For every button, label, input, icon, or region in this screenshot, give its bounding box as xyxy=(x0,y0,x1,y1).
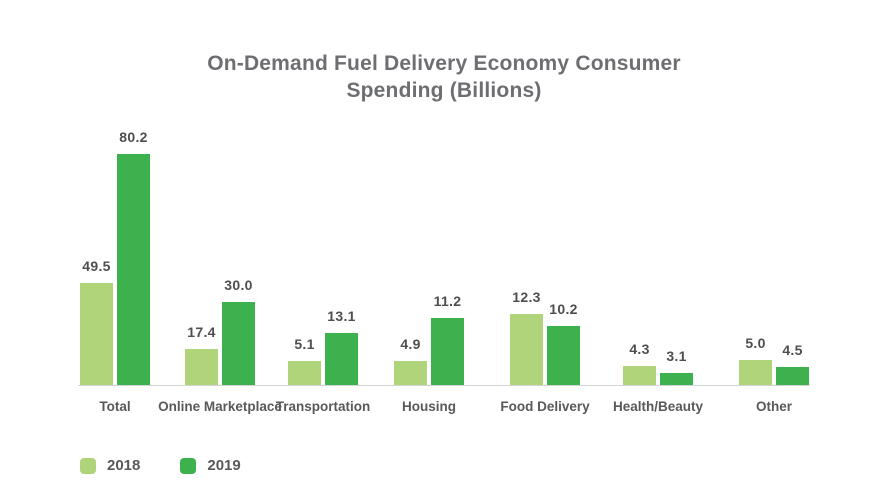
legend-label-2018: 2018 xyxy=(107,457,141,474)
chart-legend: 2018 2019 xyxy=(80,457,241,474)
value-label-2019-online-marketplace: 30.0 xyxy=(224,277,253,293)
category-label-health-beauty: Health/Beauty xyxy=(612,399,704,414)
value-label-2019-other: 4.5 xyxy=(782,342,803,358)
value-label-2018-total: 49.5 xyxy=(82,258,111,274)
bar-2019-health-beauty xyxy=(660,373,693,385)
chart-title-line2: Spending (Billions) xyxy=(346,79,542,102)
value-label-2018-health-beauty: 4.3 xyxy=(629,341,650,357)
legend-swatch-2018 xyxy=(80,457,96,474)
category-label-online-marketplace: Online Marketplace xyxy=(158,399,282,414)
category-label-transportation: Transportation xyxy=(275,399,371,414)
bar-2018-transportation xyxy=(288,361,321,385)
legend-swatch-2019 xyxy=(180,457,197,474)
bar-2019-housing xyxy=(431,318,464,385)
value-label-2019-total: 80.2 xyxy=(119,129,148,145)
chart-title-line1: On-Demand Fuel Delivery Economy Consumer xyxy=(207,52,681,75)
legend-label-2019: 2019 xyxy=(207,457,241,474)
category-label-food-delivery: Food Delivery xyxy=(500,399,590,414)
bar-2019-other xyxy=(776,367,809,385)
bar-2018-food-delivery xyxy=(510,314,543,385)
value-label-2019-health-beauty: 3.1 xyxy=(666,348,687,364)
value-label-2018-housing: 4.9 xyxy=(400,336,421,352)
legend-item-2018: 2018 xyxy=(80,457,140,474)
value-label-2018-online-marketplace: 17.4 xyxy=(187,324,216,340)
category-label-total: Total xyxy=(99,399,131,414)
legend-item-2019: 2019 xyxy=(180,457,241,474)
value-label-2018-other: 5.0 xyxy=(745,335,766,351)
value-label-2019-housing: 11.2 xyxy=(433,293,462,309)
bar-2019-online-marketplace xyxy=(222,302,255,385)
category-label-other: Other xyxy=(755,399,792,414)
bar-2019-food-delivery xyxy=(547,326,580,385)
bar-2018-housing xyxy=(394,361,427,385)
bar-2019-transportation xyxy=(325,333,358,385)
bar-2019-total xyxy=(117,154,150,385)
bar-2018-health-beauty xyxy=(623,366,656,385)
x-axis-line xyxy=(78,385,810,386)
value-label-2019-transportation: 13.1 xyxy=(327,308,356,324)
value-label-2019-food-delivery: 10.2 xyxy=(549,301,578,317)
value-label-2018-transportation: 5.1 xyxy=(294,336,315,352)
category-label-housing: Housing xyxy=(402,399,456,414)
bar-2018-online-marketplace xyxy=(185,349,218,385)
bar-2018-other xyxy=(739,360,772,385)
value-label-2018-food-delivery: 12.3 xyxy=(512,289,541,305)
bar-2018-total xyxy=(80,283,113,385)
chart-title: On-Demand Fuel Delivery Economy Consumer… xyxy=(0,50,888,104)
